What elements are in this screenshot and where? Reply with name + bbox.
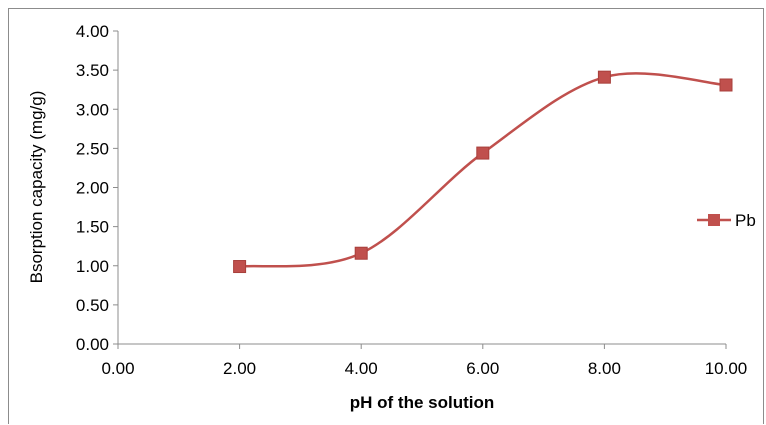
- legend: Pb: [697, 211, 756, 230]
- data-point-marker: [354, 246, 368, 260]
- data-point-marker: [719, 78, 733, 92]
- y-tick-label: 1.50: [76, 218, 109, 237]
- y-tick-label: 2.00: [76, 179, 109, 198]
- y-tick-label: 0.00: [76, 335, 109, 354]
- y-tick-label: 3.00: [76, 100, 109, 119]
- data-point-marker: [597, 70, 611, 84]
- x-axis-label: pH of the solution: [350, 393, 494, 412]
- x-tick-label: 6.00: [466, 359, 499, 378]
- x-ticks: 0.00 2.00 4.00 6.00 8.00 10.00: [101, 344, 747, 378]
- y-tick-label: 2.50: [76, 139, 109, 158]
- y-tick-label: 3.50: [76, 61, 109, 80]
- x-tick-label: 2.00: [223, 359, 256, 378]
- axes: [117, 31, 726, 345]
- series-line-pb: [239, 72, 727, 268]
- x-tick-label: 4.00: [345, 359, 378, 378]
- data-point-marker: [233, 260, 247, 274]
- y-tick-label: 1.00: [76, 257, 109, 276]
- y-tick-label: 4.00: [76, 22, 109, 41]
- data-point-marker: [476, 146, 490, 160]
- x-tick-label: 8.00: [588, 359, 621, 378]
- x-tick-label: 10.00: [705, 359, 748, 378]
- series-layer: [233, 70, 733, 274]
- y-axis-label: Bsorption capacity (mg/g): [27, 91, 46, 284]
- y-tick-label: 0.50: [76, 296, 109, 315]
- chart-frame: [8, 8, 764, 424]
- x-tick-label: 0.00: [101, 359, 134, 378]
- legend-marker: [708, 214, 720, 226]
- legend-label: Pb: [735, 211, 756, 230]
- y-ticks: 0.00 0.50 1.00 1.50 2.00 2.50 3.00 3.50 4.00: [76, 22, 118, 354]
